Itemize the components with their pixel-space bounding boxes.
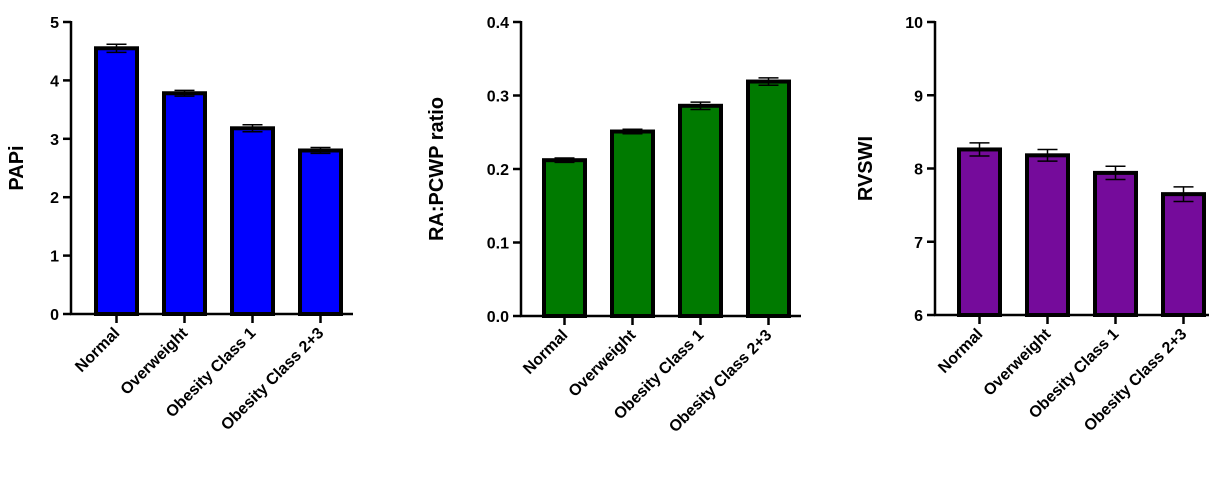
- x-tick-label: Normal: [935, 326, 986, 377]
- bar: [230, 126, 275, 316]
- x-tick-label: Overweight: [566, 326, 640, 400]
- y-axis-title: PAPi: [6, 145, 28, 190]
- y-tick-label: 0: [50, 307, 59, 324]
- y-tick-label: 9: [914, 88, 923, 105]
- y-tick-label: 0.2: [487, 162, 509, 179]
- y-tick-label: 5: [50, 15, 59, 32]
- y-tick-label: 2: [50, 190, 59, 207]
- y-tick-label: 0.3: [487, 89, 509, 106]
- y-tick-label: 8: [914, 162, 923, 179]
- bar: [94, 46, 139, 316]
- y-tick-label: 0.4: [487, 15, 509, 32]
- bar: [1025, 153, 1070, 317]
- bar: [957, 147, 1002, 317]
- x-tick-label: Overweight: [118, 324, 192, 398]
- y-tick-label: 0.0: [487, 309, 509, 326]
- bar: [1093, 170, 1138, 317]
- x-tick-label: Normal: [72, 325, 123, 376]
- bar: [298, 148, 343, 316]
- y-tick-label: 7: [914, 235, 923, 252]
- y-axis-title: RVSWI: [855, 136, 877, 201]
- x-tick-label: Overweight: [981, 325, 1055, 399]
- bar: [610, 129, 655, 318]
- bar: [746, 79, 791, 318]
- y-tick-label: 1: [50, 249, 59, 266]
- y-tick-label: 0.1: [487, 236, 509, 253]
- y-tick-label: 6: [914, 308, 923, 325]
- y-tick-label: 10: [905, 15, 923, 32]
- y-tick-label: 3: [50, 132, 59, 149]
- y-tick-label: 4: [50, 73, 59, 90]
- y-axis-title: RA:PCWP ratio: [426, 97, 448, 241]
- bar: [1161, 192, 1206, 317]
- chart-ra-pcwp-ratio: 0.0 0.1 0.2 0.3 0.4 RA:PCWP ratio NormalOverwe…: [426, 15, 801, 436]
- x-tick-label: Normal: [520, 327, 571, 378]
- bar: [678, 103, 723, 319]
- bar: [162, 91, 207, 316]
- bar: [542, 158, 587, 318]
